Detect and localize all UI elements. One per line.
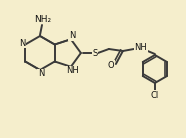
Text: N: N: [19, 39, 25, 48]
Text: NH: NH: [67, 66, 79, 75]
Text: N: N: [69, 31, 75, 40]
Text: NH: NH: [134, 43, 147, 52]
Text: Cl: Cl: [151, 91, 159, 99]
Text: O: O: [108, 60, 114, 70]
Text: N: N: [38, 69, 44, 78]
Text: S: S: [92, 48, 97, 58]
Text: NH₂: NH₂: [34, 14, 52, 23]
